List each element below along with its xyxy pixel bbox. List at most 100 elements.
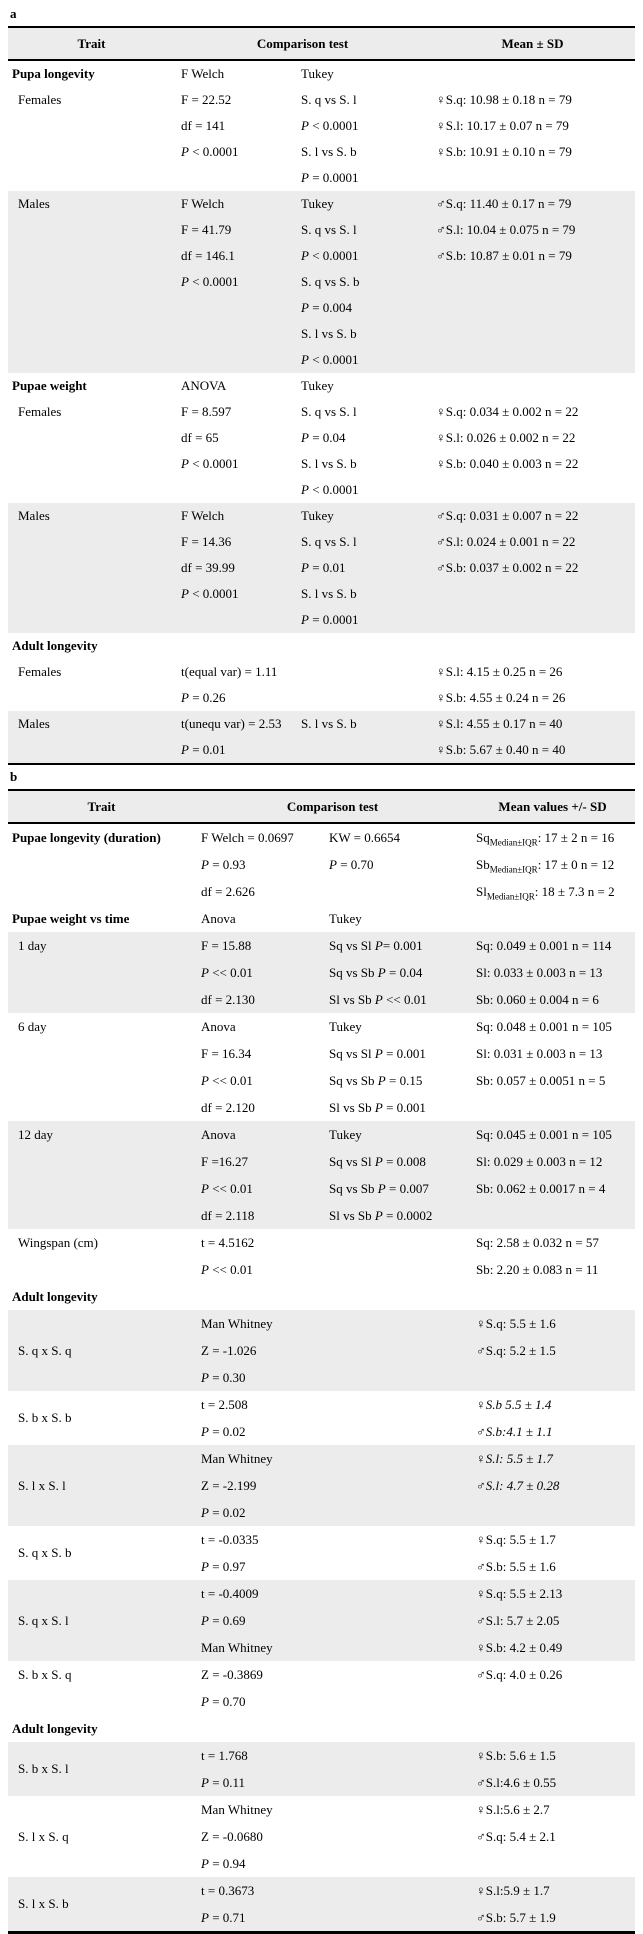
mean-cell: Sl: 0.029 ± 0.003 n = 12 xyxy=(470,1148,636,1175)
test-stat-cell: ANOVA xyxy=(181,378,227,393)
comparison-cell xyxy=(323,1499,471,1526)
table-row: df = 141 P < 0.0001 ♀S.l: 10.17 ± 0.07 n =… xyxy=(8,113,635,139)
stats-table-b: Trait Comparison test Mean values +/- SD Pu… xyxy=(8,789,636,1934)
mean-cell: ♀S.b: 4.2 ± 0.49 xyxy=(470,1634,636,1661)
mean-cell xyxy=(470,1094,635,1121)
table-row: S. b x S. q Z = -0.3869 ♂S.q: 4.0 ± 0.26 xyxy=(8,1661,635,1688)
table-row: df = 39.99 P = 0.01 ♂S.b: 0.037 ± 0.002 n … xyxy=(8,555,636,581)
comparison-cell: Tukey xyxy=(295,191,431,217)
mean-cell xyxy=(430,581,636,607)
trait-cell: S. l x S. q xyxy=(18,1828,69,1844)
test-stat-cell: F = 16.34 xyxy=(201,1045,252,1061)
table-row: P < 0.0001 xyxy=(8,347,636,373)
comparison-cell: Tukey xyxy=(329,910,362,926)
table-row: P = 0.97 ♂S.b: 5.5 ± 1.6 xyxy=(8,1553,635,1580)
comparison-cell xyxy=(323,1715,470,1742)
mean-cell: ♂S.b:4.1 ± 1.1 xyxy=(476,1423,553,1439)
column-header-0: Trait xyxy=(8,27,175,61)
test-stat-cell: df = 146.1 xyxy=(175,243,295,269)
section-title-cell: Adult longevity xyxy=(12,1289,98,1304)
table-row: 12 day Anova Tukey Sq: 0.045 ± 0.001 n = 10… xyxy=(8,1121,636,1229)
test-stat-cell: P << 0.01 xyxy=(201,1261,253,1277)
table-row: Adult longevity xyxy=(8,1283,635,1310)
comparison-cell: P < 0.0001 xyxy=(301,118,359,133)
mean-cell: Sq: 0.049 ± 0.001 n = 114 xyxy=(470,932,636,959)
comparison-cell: Sq vs Sl P= 0.001 xyxy=(323,932,471,959)
mean-cell: ♀S.q: 5.5 ± 2.13 xyxy=(470,1580,636,1607)
comparison-cell: Sq vs Sb P = 0.007 xyxy=(323,1175,471,1202)
mean-cell: ♂S.l:4.6 ± 0.55 xyxy=(470,1769,636,1796)
mean-cell: ♀S.l:5.9 ± 1.7 xyxy=(470,1877,636,1904)
test-stat-cell: df = 65 xyxy=(181,430,219,445)
comparison-cell xyxy=(295,685,430,711)
comparison-cell xyxy=(323,1904,471,1933)
comparison-cell xyxy=(323,1607,471,1634)
table-row: Z = -0.0680 ♂S.q: 5.4 ± 2.1 xyxy=(8,1823,635,1850)
table-row: Z = -1.026 ♂S.q: 5.2 ± 1.5 xyxy=(8,1337,636,1364)
test-stat-cell: P << 0.01 xyxy=(195,1175,323,1202)
table-row: Adult longevity xyxy=(8,1715,635,1742)
test-stat-cell xyxy=(175,477,295,503)
test-stat-cell: P = 0.01 xyxy=(175,737,295,764)
test-stat-cell xyxy=(175,295,295,321)
comparison-cell xyxy=(323,1823,470,1850)
comparison-cell xyxy=(323,1283,470,1310)
table-row: P << 0.01 Sb: 2.20 ± 0.083 n = 11 xyxy=(8,1256,635,1283)
comparison-cell: S. q vs S. l xyxy=(301,92,357,107)
comparison-cell xyxy=(295,659,430,685)
test-stat-cell: P << 0.01 xyxy=(201,1072,253,1088)
test-stat-cell: df = 141 xyxy=(181,118,226,133)
table-row: P = 0.94 xyxy=(8,1850,635,1877)
mean-cell: ♀S.b: 4.55 ± 0.24 n = 26 xyxy=(436,690,566,705)
comparison-cell: S. q vs S. l xyxy=(301,404,357,419)
comparison-cell: P = 0.0001 xyxy=(295,607,431,633)
mean-cell: ♀S.b: 5.67 ± 0.40 n = 40 xyxy=(430,737,636,764)
trait-cell: S. b x S. l xyxy=(8,1742,195,1796)
column-header-0: Trait xyxy=(8,790,195,824)
table-row: S. q x S. q Man Whitney ♀S.q: 5.5 ± 1.6 xyxy=(8,1310,636,1391)
comparison-cell: Tukey xyxy=(301,66,334,81)
test-stat-cell: P = 0.97 xyxy=(201,1558,246,1574)
table-row: P = 0.004 xyxy=(8,295,636,321)
mean-cell xyxy=(430,347,636,373)
table-row: F =16.27 Sq vs Sl P = 0.008 Sl: 0.029 ± 0.… xyxy=(8,1148,636,1175)
mean-cell: Sb: 0.062 ± 0.0017 n = 4 xyxy=(470,1175,636,1202)
test-stat-cell: Z = -2.199 xyxy=(195,1472,323,1499)
comparison-cell: Tukey xyxy=(295,503,431,529)
mean-cell: SqMedian±IQR: 17 ± 2 n = 16 xyxy=(476,829,615,848)
comparison-cell xyxy=(323,1850,470,1877)
comparison-cell: P = 0.04 xyxy=(301,430,346,445)
trait-cell: Males xyxy=(8,191,175,373)
comparison-cell: Sl vs Sb P = 0.0002 xyxy=(323,1202,471,1229)
test-stat-cell: t = -0.4009 xyxy=(195,1580,323,1607)
comparison-cell: S. l vs S. b xyxy=(301,144,357,159)
test-stat-cell xyxy=(175,347,295,373)
mean-cell: Sq: 0.045 ± 0.001 n = 105 xyxy=(470,1121,636,1148)
table-row: Males F Welch Tukey ♂S.q: 0.031 ± 0.007 n =… xyxy=(8,503,636,633)
table-row: df = 146.1 P < 0.0001 ♂S.b: 10.87 ± 0.01 n… xyxy=(8,243,636,269)
trait-cell: S. b x S. b xyxy=(18,1410,72,1425)
table-row: Females F = 22.52 S. q vs S. l ♀S.q: 10.98 … xyxy=(8,87,635,113)
table-row: df = 65 P = 0.04 ♀S.l: 0.026 ± 0.002 n = 2… xyxy=(8,425,635,451)
mean-cell xyxy=(430,269,636,295)
test-stat-cell: df = 39.99 xyxy=(175,555,295,581)
test-stat-cell: P << 0.01 xyxy=(195,959,323,986)
comparison-cell xyxy=(323,1580,471,1607)
table-row: S. l x S. q Man Whitney ♀S.l:5.6 ± 2.7 xyxy=(8,1796,635,1844)
test-stat-cell: t = 4.5162 xyxy=(201,1234,255,1250)
test-stat-cell: Man Whitney xyxy=(195,1445,323,1472)
test-stat-cell xyxy=(175,633,295,659)
test-stat-cell: t = 2.508 xyxy=(201,1396,248,1412)
section-title-cell: Pupae weight vs time xyxy=(12,911,130,926)
mean-cell xyxy=(430,321,636,347)
header-row: Trait Comparison test Mean ± SD xyxy=(8,27,636,61)
table-row: df = 2.130 Sl vs Sb P << 0.01 Sb: 0.060 ± … xyxy=(8,986,636,1013)
comparison-cell xyxy=(323,1877,471,1904)
test-stat-cell: P < 0.0001 xyxy=(181,144,239,159)
comparison-cell: Tukey xyxy=(323,1121,471,1148)
table-row: 1 day F = 15.88 Sq vs Sl P= 0.001 Sq: 0.049… xyxy=(8,932,636,1013)
mean-cell: SlMedian±IQR: 18 ± 7.3 n = 2 xyxy=(476,883,615,902)
mean-cell xyxy=(470,1364,636,1391)
mean-cell: ♀S.l: 5.5 ± 1.7 xyxy=(470,1445,636,1472)
